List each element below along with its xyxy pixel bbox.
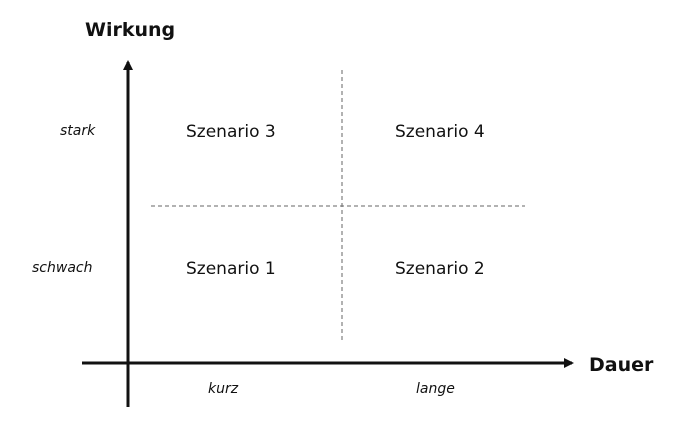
scenario-bottom-right: Szenario 2 [395, 259, 485, 279]
y-axis-title: Wirkung [85, 19, 175, 41]
y-level-low-label: schwach [32, 260, 92, 276]
x-axis-title: Dauer [589, 354, 654, 376]
scenario-top-right: Szenario 4 [395, 122, 485, 142]
x-level-long-label: lange [416, 381, 455, 397]
x-level-short-label: kurz [208, 381, 239, 397]
scenario-bottom-left: Szenario 1 [186, 259, 276, 279]
scenario-top-left: Szenario 3 [186, 122, 276, 142]
y-level-high-label: stark [60, 123, 96, 139]
